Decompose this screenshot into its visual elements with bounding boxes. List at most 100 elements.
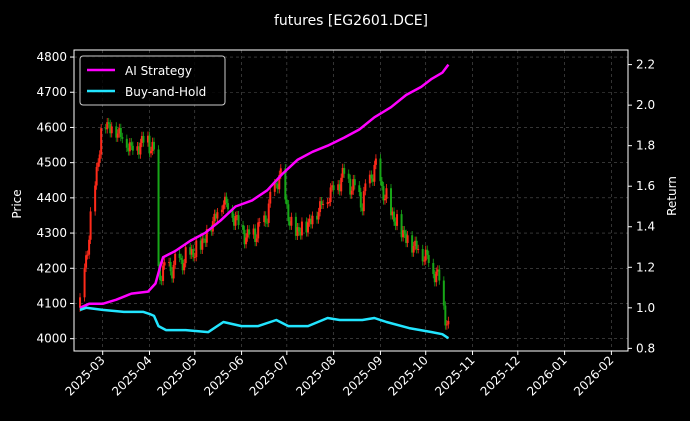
price-candle-body <box>153 141 156 150</box>
price-candle-body <box>233 217 236 226</box>
price-candle-body <box>306 222 309 233</box>
price-candle-body <box>275 183 278 185</box>
price-candle-body <box>106 122 109 130</box>
price-candle-body <box>279 168 282 175</box>
price-candle-body <box>309 218 312 225</box>
price-candle-body <box>426 249 429 256</box>
price-candle-body <box>400 214 403 238</box>
price-candle-body <box>433 274 436 283</box>
price-candle-body <box>181 259 184 271</box>
legend-box <box>79 55 226 106</box>
price-candle-body <box>352 179 355 191</box>
x-tick-label: 2025-08 <box>293 353 338 398</box>
y-right-tick-label: 1.4 <box>636 220 655 234</box>
y-left-tick-label: 4300 <box>36 226 67 240</box>
price-candle-body <box>361 207 364 212</box>
price-candle-body <box>329 187 332 202</box>
price-candle-body <box>236 215 239 217</box>
price-candle-body <box>149 150 152 154</box>
price-candle-body <box>246 229 249 238</box>
price-candle-body <box>204 238 207 243</box>
price-candle-body <box>287 204 290 222</box>
price-candle-body <box>319 201 322 213</box>
price-candle-body <box>390 188 393 216</box>
price-candle-body <box>412 246 415 253</box>
y-left-tick-label: 4000 <box>36 332 67 346</box>
x-tick-label: 2025-10 <box>385 353 430 398</box>
price-candle-body <box>297 227 300 232</box>
price-candle-body <box>341 167 344 178</box>
y-left-tick-label: 4800 <box>36 50 67 64</box>
price-candle-body <box>243 229 246 245</box>
x-tick-label: 2025-05 <box>155 353 200 398</box>
chart-title: futures [EG2601.DCE] <box>274 13 428 29</box>
series-line-ai-strategy <box>79 63 450 309</box>
price-candle-body <box>109 124 112 134</box>
price-candle-body <box>146 135 149 143</box>
price-candle-body <box>86 254 89 256</box>
price-candle-body <box>362 191 365 212</box>
y-left-tick-label: 4200 <box>36 261 67 275</box>
y-right-tick-label: 1.8 <box>636 139 655 153</box>
price-candle-body <box>447 320 450 325</box>
x-tick-label: 2025-09 <box>340 353 385 398</box>
price-candle-body <box>157 149 160 267</box>
y-left-tick-label: 4400 <box>36 191 67 205</box>
price-candle-body <box>435 271 438 283</box>
x-tick-label: 2026-02 <box>571 353 616 398</box>
price-candle-body <box>308 218 311 223</box>
price-candle-body <box>414 240 417 247</box>
price-candle-body <box>320 201 323 205</box>
price-candle-body <box>89 211 92 240</box>
price-candle-body <box>290 216 293 226</box>
y-left-tick-label: 4100 <box>36 296 67 310</box>
price-candle-body <box>391 211 394 216</box>
price-candle-body <box>417 249 420 251</box>
price-candle-body <box>423 260 426 262</box>
price-candle-body <box>322 203 325 205</box>
price-candle-body <box>294 216 297 236</box>
price-candle-body <box>225 196 228 204</box>
price-candle-body <box>172 264 175 279</box>
price-candle-body <box>383 198 386 201</box>
price-candle-body <box>162 265 165 282</box>
price-candle-body <box>242 225 245 230</box>
x-tick-label: 2025-12 <box>478 353 523 398</box>
price-candle-body <box>98 154 101 163</box>
y-axis-left-title: Price <box>10 189 24 218</box>
price-candle-body <box>237 215 240 226</box>
price-candle-body <box>415 240 418 250</box>
price-candle-body <box>79 297 82 308</box>
price-candle-body <box>201 238 204 250</box>
y-right-tick-label: 1.2 <box>636 260 655 274</box>
price-candle-body <box>266 222 269 224</box>
price-candle-body <box>394 221 397 226</box>
price-candle-body <box>444 305 447 326</box>
y-right-tick-label: 0.8 <box>636 341 655 355</box>
y-left-tick-label: 4700 <box>36 85 67 99</box>
price-candle-body <box>379 158 382 182</box>
price-candle-body <box>442 280 445 306</box>
price-candle-body <box>137 146 140 155</box>
price-candle-body <box>199 240 202 250</box>
price-candle-body <box>258 222 261 224</box>
price-candle-body <box>160 280 163 282</box>
price-candle-body <box>264 215 267 223</box>
price-candle-body <box>438 269 441 281</box>
price-candle-body <box>107 122 110 125</box>
price-candle-body <box>222 204 225 210</box>
y-right-tick-label: 2.0 <box>636 98 655 112</box>
y-right-tick-label: 2.2 <box>636 58 655 72</box>
price-candle-body <box>300 221 303 236</box>
price-candle-body <box>127 147 130 152</box>
price-candle-body <box>125 138 128 148</box>
x-tick-label: 2025-07 <box>247 353 292 398</box>
price-candle-body <box>343 167 346 174</box>
price-candle-body <box>252 228 255 235</box>
price-candle-body <box>94 185 97 212</box>
price-candle-body <box>231 209 234 218</box>
price-candle-body <box>370 174 373 179</box>
price-candle-body <box>358 185 361 193</box>
price-candle-body <box>210 229 213 232</box>
